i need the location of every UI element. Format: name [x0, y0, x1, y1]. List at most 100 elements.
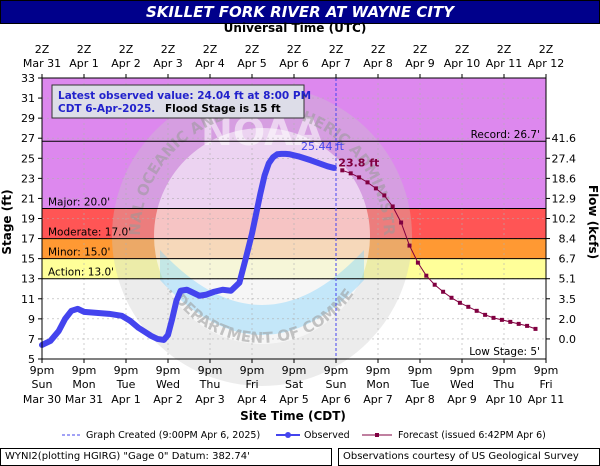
legend-graph-created: Graph Created (9:00PM Apr 6, 2025) — [86, 430, 260, 441]
forecast-point — [365, 180, 370, 185]
forecast-point — [432, 282, 437, 287]
x-bottom-tick-day: Tue — [410, 378, 430, 391]
observed-point — [296, 154, 301, 159]
y-right-tick-label: 6.7 — [559, 253, 577, 266]
forecast-point — [457, 300, 462, 305]
y-right-tick-label: 10.2 — [552, 213, 577, 226]
forecast-point — [516, 321, 521, 326]
x-top-tick-time: 2Z — [539, 43, 554, 56]
observed-point — [302, 156, 307, 161]
x-top-tick-date: Apr 1 — [69, 57, 99, 70]
observed-point — [212, 289, 217, 294]
x-bottom-tick-time: 9pm — [114, 364, 139, 377]
x-bottom-tick-day: Sun — [32, 378, 53, 391]
threshold-label-action: Action: 13.0' — [48, 267, 114, 279]
observed-point — [48, 338, 53, 344]
y-left-tick-label: 17 — [21, 233, 35, 246]
legend-forecast-marker — [375, 433, 379, 437]
x-top-tick-time: 2Z — [245, 43, 260, 56]
left-axis-title: Stage (ft) — [0, 189, 14, 254]
forecast-point — [533, 326, 538, 331]
y-left-tick-label: 5 — [28, 353, 35, 366]
x-bottom-tick-date: Apr 7 — [363, 393, 393, 406]
x-top-tick-date: Apr 10 — [444, 57, 481, 70]
y-left-tick-label: 9 — [28, 313, 35, 326]
x-top-tick-date: Apr 4 — [195, 57, 225, 70]
x-bottom-tick-time: 9pm — [366, 364, 391, 377]
observed-point — [69, 308, 74, 314]
observed-point — [191, 290, 196, 295]
x-bottom-tick-time: 9pm — [450, 364, 475, 377]
x-bottom-tick-time: 9pm — [198, 364, 223, 377]
observed-point — [258, 191, 263, 196]
observed-point — [270, 155, 276, 160]
observed-point — [228, 288, 234, 293]
x-bottom-tick-date: Apr 1 — [111, 393, 141, 406]
observed-point — [165, 332, 171, 338]
x-bottom-tick-time: 9pm — [492, 364, 517, 377]
y-right-tick-label: 3.5 — [559, 293, 577, 306]
x-top-tick-time: 2Z — [455, 43, 470, 56]
x-top-tick-date: Mar 31 — [23, 57, 61, 70]
x-top-tick-time: 2Z — [119, 43, 134, 56]
x-top-tick-time: 2Z — [77, 43, 92, 56]
x-bottom-tick-day: Fri — [539, 378, 552, 391]
x-bottom-tick-date: Apr 5 — [279, 393, 309, 406]
observed-point — [62, 316, 68, 322]
observed-point — [174, 298, 179, 303]
x-bottom-tick-day: Sat — [285, 378, 304, 391]
x-bottom-tick-day: Mon — [72, 378, 95, 391]
y-right-tick-label: 27.4 — [552, 152, 577, 165]
x-bottom-tick-date: Apr 2 — [153, 393, 183, 406]
observed-point — [266, 161, 271, 166]
x-top-tick-date: Apr 6 — [279, 57, 309, 70]
y-left-tick-label: 7 — [28, 333, 35, 346]
y-left-tick-label: 11 — [21, 293, 35, 306]
x-bottom-tick-date: Apr 3 — [195, 393, 225, 406]
top-axis-title: Universal Time (UTC) — [224, 21, 367, 35]
forecast-point — [373, 186, 378, 191]
observed-point — [325, 164, 330, 169]
forecast-point — [441, 289, 446, 294]
x-bottom-tick-time: 9pm — [156, 364, 181, 377]
legend-forecast: Forecast (issued 6:42PM Apr 6) — [398, 430, 546, 441]
x-bottom-tick-date: Mar 31 — [65, 393, 103, 406]
y-right-tick-label: 5.1 — [559, 273, 577, 286]
x-bottom-tick-date: Apr 8 — [405, 393, 435, 406]
x-top-tick-date: Apr 12 — [528, 57, 565, 70]
x-bottom-tick-time: 9pm — [30, 364, 55, 377]
x-bottom-tick-date: Apr 4 — [237, 393, 267, 406]
observed-point — [220, 287, 225, 292]
chart-title: SKILLET FORK RIVER AT WAYNE CITY — [0, 0, 600, 24]
observed-point — [155, 336, 160, 342]
observed-point — [275, 152, 280, 157]
info-box — [51, 84, 305, 119]
right-axis-title: Flow (kcfs) — [586, 185, 600, 259]
svg-text:CDT 6-Apr-2025. Flood St: CDT 6-Apr-2025. Flood Stage is 15 ft — [58, 103, 281, 115]
forecast-point — [499, 317, 504, 322]
forecast-point — [449, 295, 454, 300]
observed-point — [170, 316, 175, 322]
x-top-tick-time: 2Z — [287, 43, 302, 56]
observed-point — [287, 152, 292, 157]
forecast-point — [348, 171, 353, 176]
observed-point — [249, 231, 255, 236]
y-left-tick-label: 29 — [21, 112, 35, 125]
forecast-point — [424, 273, 429, 278]
y-right-tick-label: 18.6 — [552, 172, 577, 185]
forecast-point — [474, 308, 479, 313]
observed-point — [243, 256, 248, 261]
x-top-tick-date: Apr 7 — [321, 57, 351, 70]
y-right-tick-label: 41.6 — [552, 132, 577, 145]
forecast-point — [390, 204, 395, 209]
x-bottom-tick-day: Wed — [156, 378, 180, 391]
observed-point — [254, 211, 259, 216]
observed-point — [308, 158, 313, 163]
y-right-tick-label: 0.0 — [559, 333, 577, 346]
x-bottom-tick-day: Tue — [116, 378, 136, 391]
x-bottom-tick-time: 9pm — [282, 364, 307, 377]
y-left-tick-label: 23 — [21, 172, 35, 185]
forecast-start-label: 23.8 ft — [338, 156, 379, 169]
observed-point — [317, 161, 322, 166]
threshold-label-minor: Minor: 15.0' — [48, 247, 110, 259]
